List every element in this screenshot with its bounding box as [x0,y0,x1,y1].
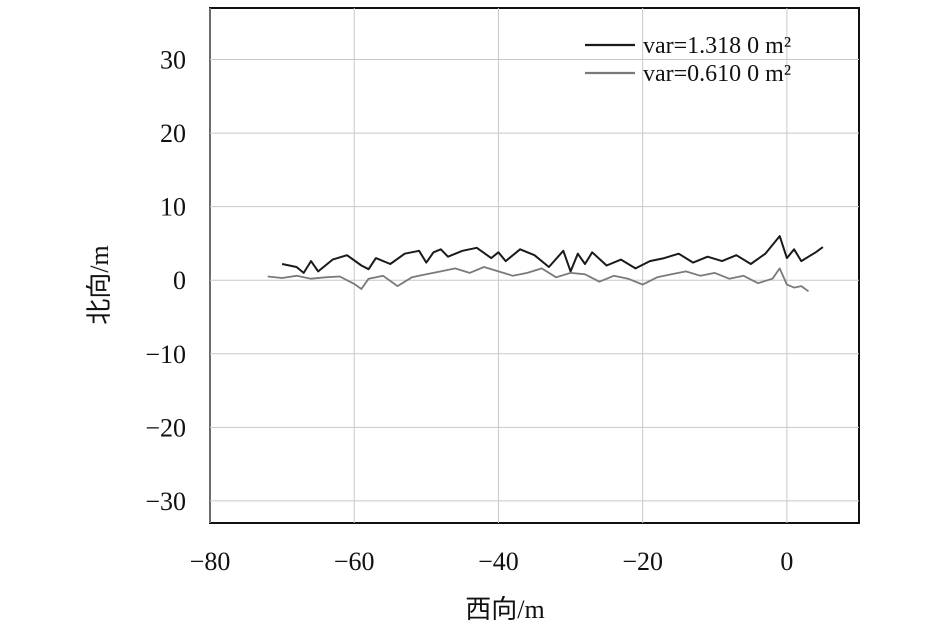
y-tick-label: −10 [145,340,186,369]
legend-label-series-2: var=0.610 0 m² [643,61,791,87]
x-tick-label: −60 [334,547,375,576]
y-tick-label: −20 [145,413,186,442]
x-tick-label: −80 [190,547,231,576]
y-tick-label: 10 [160,193,186,222]
y-tick-label: 0 [173,266,186,295]
plot-frame [209,7,860,524]
x-tick-label: −20 [622,547,663,576]
x-tick-label: −40 [478,547,519,576]
series-line-2 [267,266,810,293]
tick-labels: −80 −60 −40 −20 0 −30 −20 −10 0 10 20 30 [145,46,793,577]
series-lines [267,235,824,293]
legend-label-series-1: var=1.318 0 m² [643,33,791,59]
x-tick-label: 0 [780,547,793,576]
series-line-1 [281,235,824,274]
y-tick-label: 20 [160,119,186,148]
y-tick-label: −30 [145,487,186,516]
x-axis-title: 西向/m [465,595,544,624]
y-tick-label: 30 [160,46,186,75]
legend: var=1.318 0 m² var=0.610 0 m² [585,33,791,87]
y-axis-title: 北向/m [85,245,114,324]
grid-lines [209,8,859,523]
